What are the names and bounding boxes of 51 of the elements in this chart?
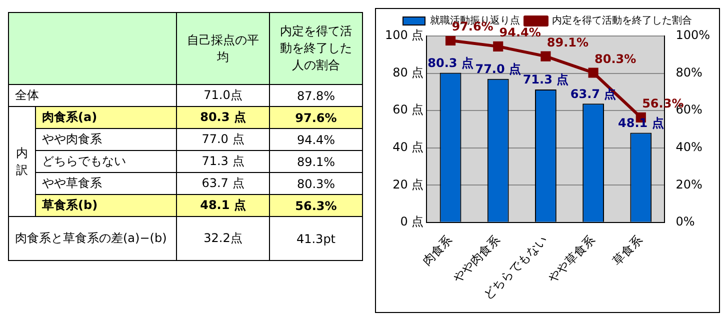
y2-tick-label: 40% — [676, 140, 702, 154]
text: 89.1% — [270, 150, 362, 172]
data-label: 80.3% — [594, 52, 636, 66]
data-label: 71.3 点 — [522, 72, 569, 87]
text: 63.7 点 — [176, 172, 270, 194]
point — [588, 68, 598, 78]
y-tick-label: 80 点 — [392, 65, 424, 80]
y-tick-label: 100 点 — [385, 28, 424, 42]
text: 80.3% — [270, 172, 362, 194]
y2-tick-label: 0% — [676, 214, 695, 229]
x-tick-label: 草食系 — [610, 232, 646, 268]
y-tick-label: 0 点 — [400, 214, 424, 229]
text: 71.3 点 — [176, 150, 270, 172]
y2-tick-label: 100% — [676, 28, 710, 42]
text: どちらでもない — [36, 150, 176, 172]
text: 全体 — [8, 84, 176, 106]
point — [493, 41, 504, 52]
text: 32.2点 — [176, 216, 270, 260]
data-label: 89.1% — [546, 35, 589, 50]
text: 自己採点の平均 — [176, 12, 270, 84]
data-label: 80.3 点 — [428, 56, 474, 70]
y-tick-label: 60 点 — [392, 102, 424, 117]
y-tick-label: 40 点 — [392, 140, 424, 154]
text: 87.8% — [270, 84, 362, 106]
text: 内訳 — [8, 106, 36, 216]
text: 草食系(b) — [36, 194, 176, 216]
text: 97.6% — [270, 106, 362, 128]
data-label: 94.4% — [499, 26, 541, 40]
data-label: 48.1 点 — [618, 116, 664, 130]
text: 77.0 点 — [176, 128, 270, 150]
y2-tick-label: 20% — [676, 177, 702, 192]
data-label: 63.7 点 — [570, 86, 616, 101]
text: 56.3% — [270, 194, 362, 216]
x-tick-label: やや草食系 — [545, 232, 598, 286]
text: 71.0点 — [176, 84, 270, 106]
text: やや草食系 — [36, 172, 176, 194]
text: 肉食系(a) — [36, 106, 176, 128]
text: 内定を得て活動を終了した人の割合 — [270, 12, 362, 84]
x-tick-label: 肉食系 — [419, 232, 455, 268]
data-label: 77.0 点 — [475, 62, 522, 76]
text: 41.3pt — [270, 216, 362, 260]
text: 48.1 点 — [176, 194, 270, 216]
point — [540, 51, 551, 62]
text: 肉食系と草食系の差(a)−(b) — [8, 216, 176, 260]
legend-label: 内定を得て活動を終了した割合 — [552, 14, 692, 27]
y-tick-label: 20 点 — [392, 177, 424, 192]
point — [445, 36, 456, 46]
text: 80.3 点 — [176, 106, 270, 128]
text: やや肉食系 — [36, 128, 176, 150]
text: 94.4% — [270, 128, 362, 150]
y2-tick-label: 80% — [676, 65, 702, 80]
